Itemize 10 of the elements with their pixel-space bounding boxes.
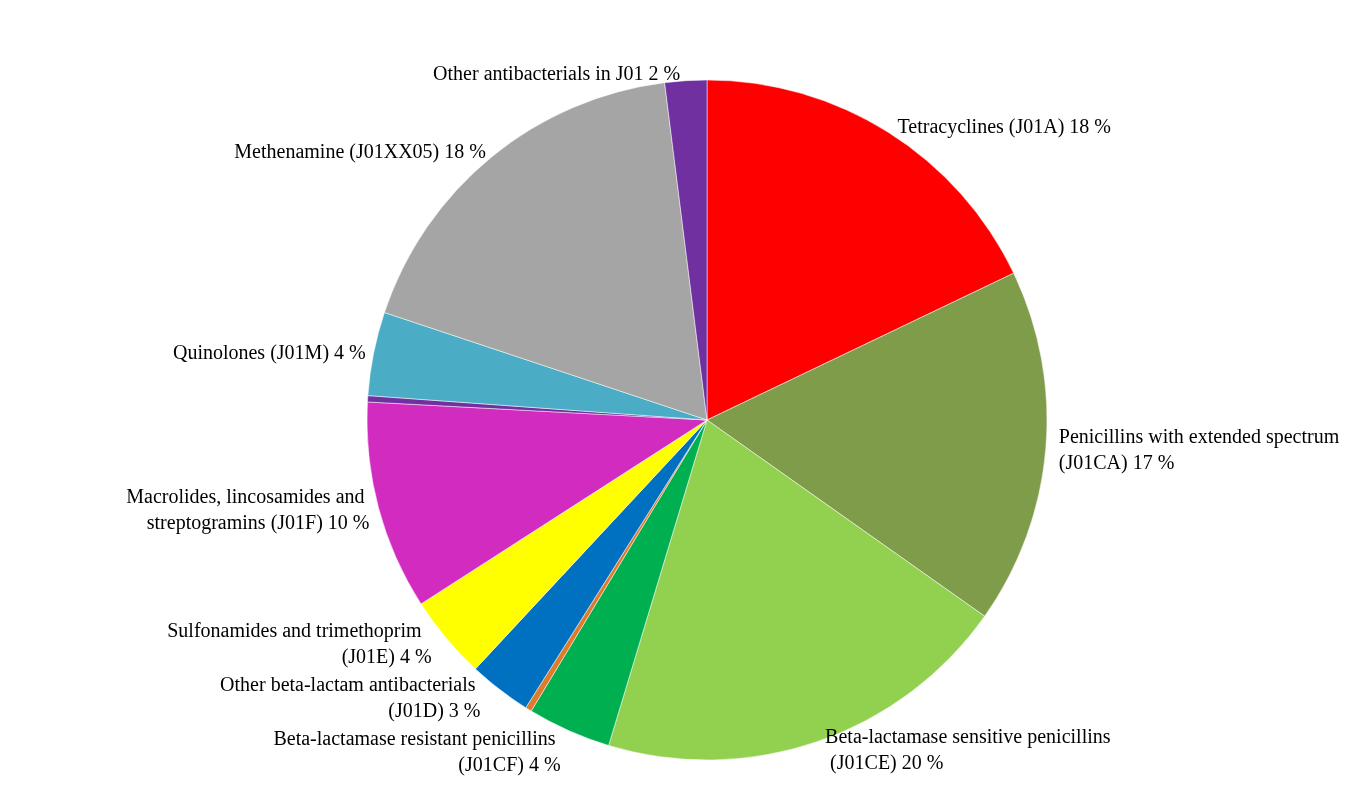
slice-label: Quinolones (J01M) 4 % bbox=[172, 340, 366, 364]
slice-label: Sulfonamides and trimethoprim (J01E) 4 % bbox=[167, 619, 432, 669]
slice-label: Beta-lactamase sensitive penicillins (J01CE) 20 % bbox=[825, 725, 1111, 775]
slice-label: Other beta-lactam antibacterials (J01D) 3 % bbox=[220, 673, 481, 723]
slice-label: Tetracyclines (J01A) 18 % bbox=[897, 114, 1112, 138]
slice-label: Beta-lactamase resistant penicillins (J01CF) 4 % bbox=[273, 727, 561, 777]
slice-label: Other antibacterials in J01 2 % bbox=[433, 61, 681, 84]
slice-label: Penicillins with extended spectrum (J01CA) 17 % bbox=[1058, 425, 1345, 475]
slice-label: Macrolides, lincosamides and streptogramins (J01F) 10 % bbox=[126, 485, 370, 535]
slice-label: Methenamine (J01XX05) 18 % bbox=[234, 139, 486, 163]
